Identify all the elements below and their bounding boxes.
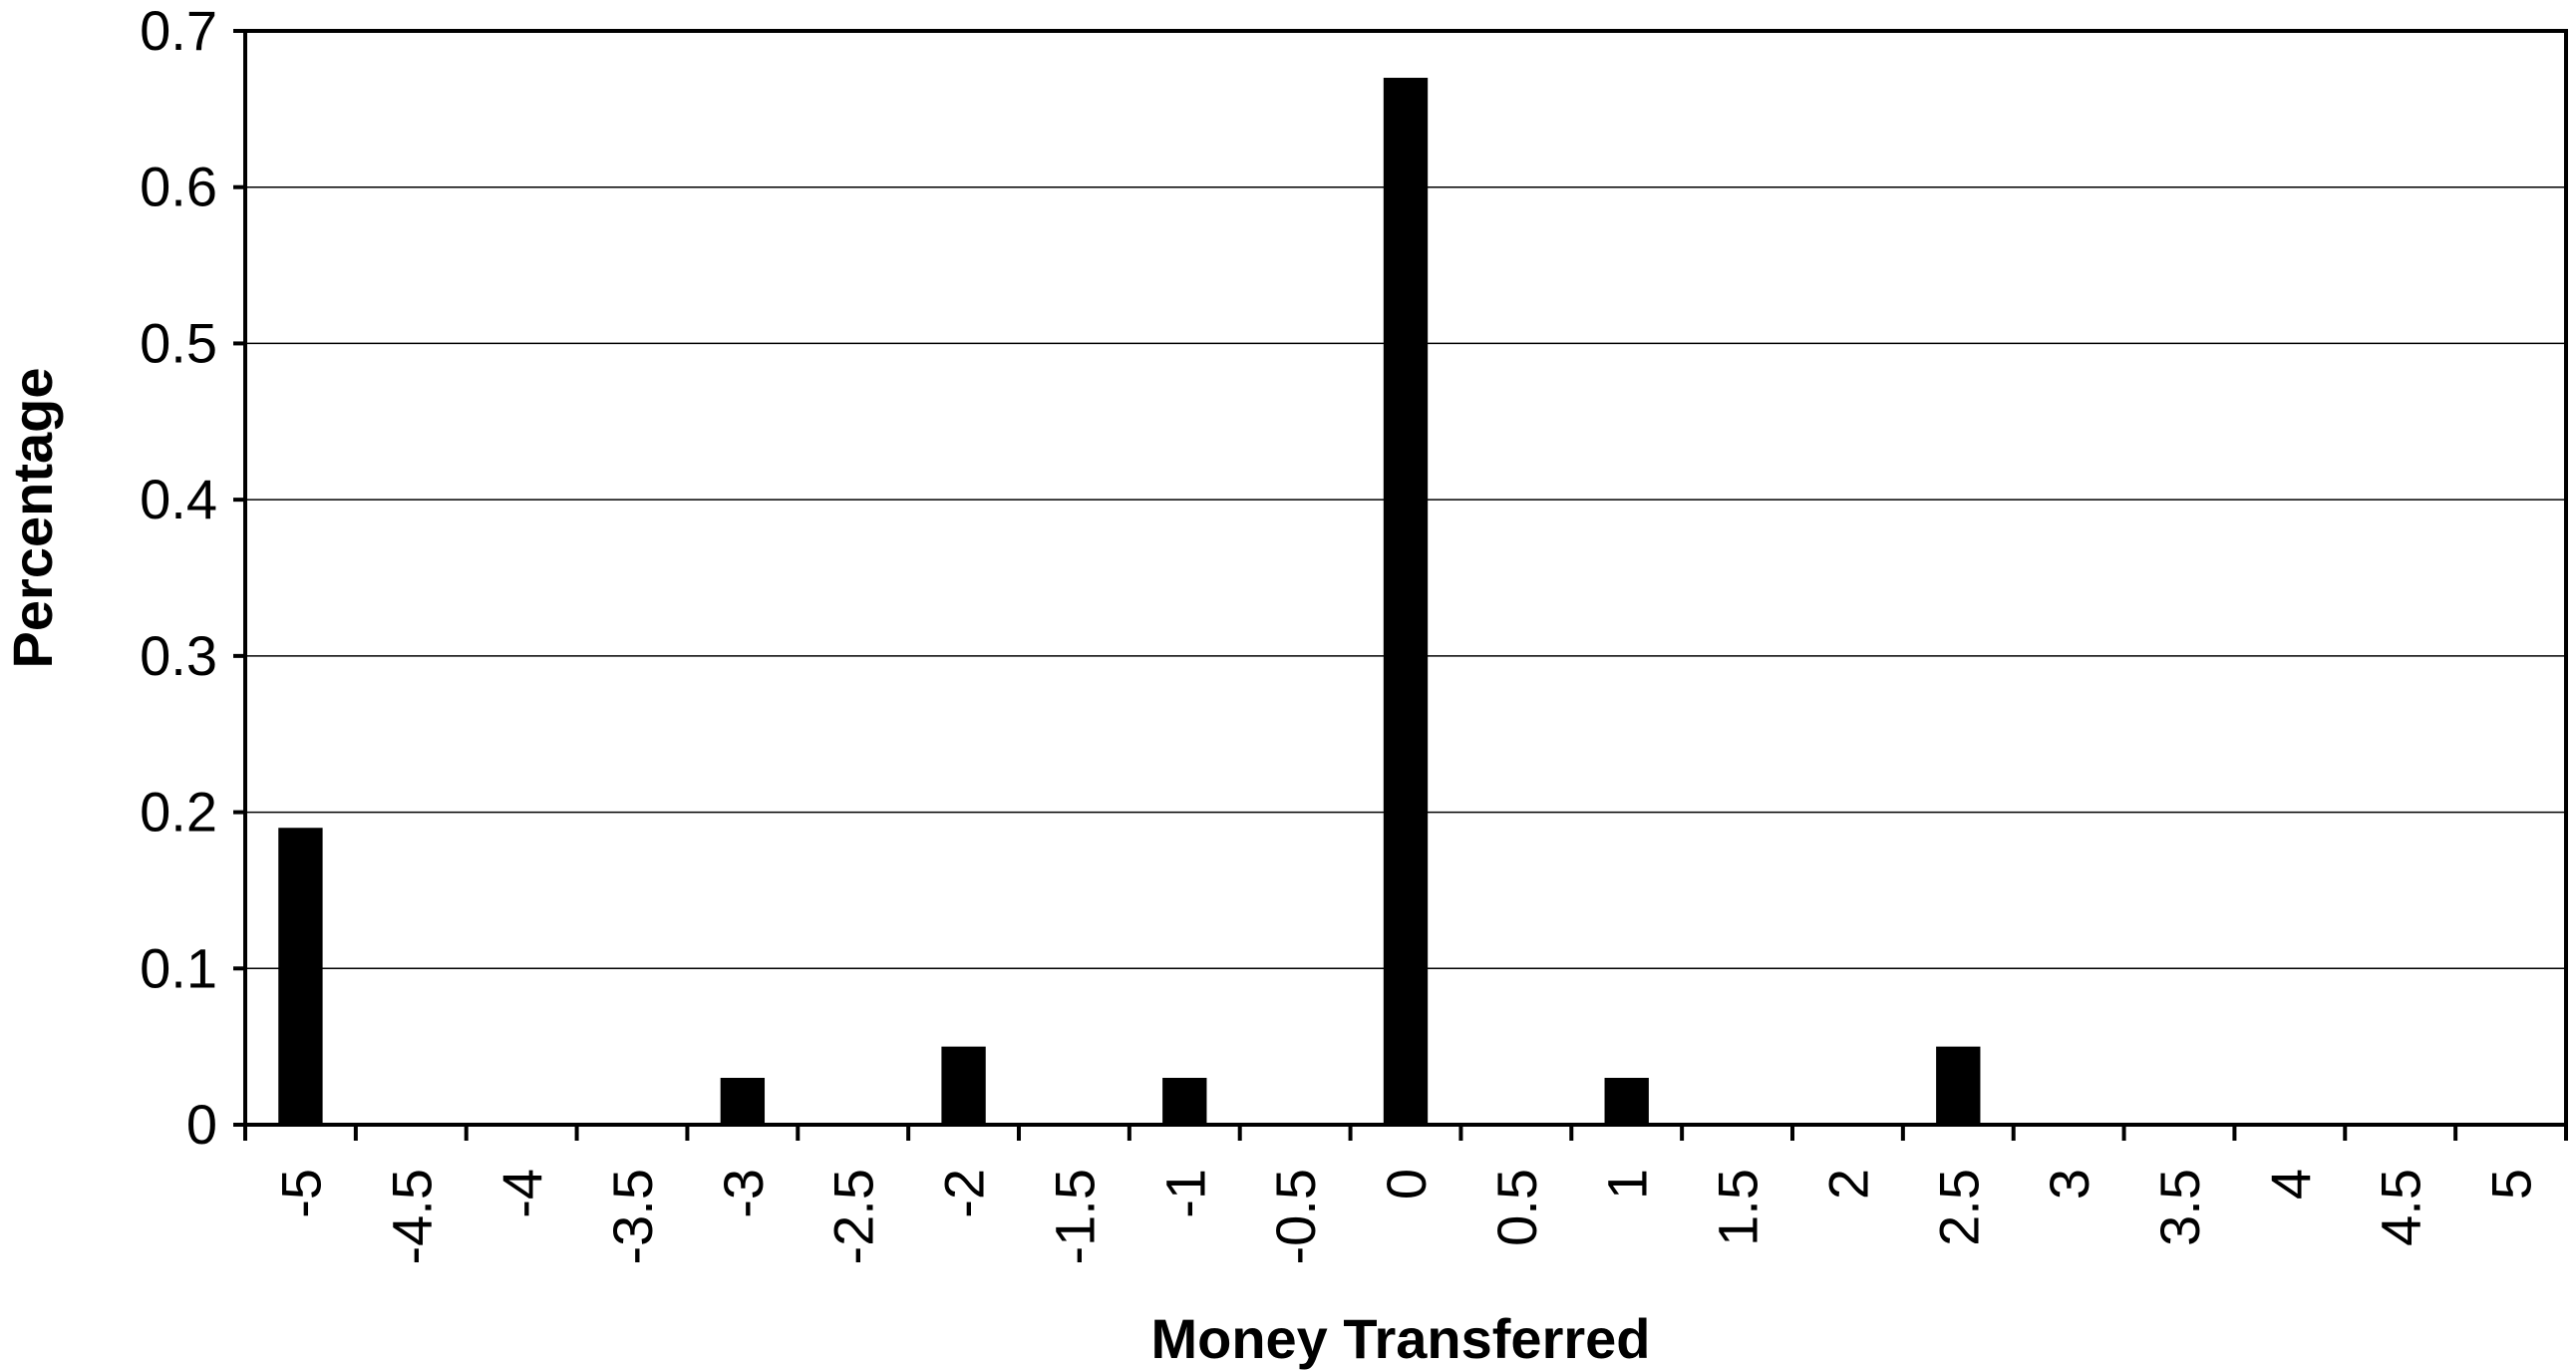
x-tick-label: 4.5 [2370,1169,2432,1246]
bar [1162,1077,1207,1125]
x-tick-label: -3 [712,1169,775,1218]
x-tick-label: 3.5 [2148,1169,2211,1246]
y-tick-label: 0.3 [140,624,217,687]
y-tick-label: 0.7 [140,0,217,62]
x-tick-label: -0.5 [1264,1169,1327,1265]
x-tick-label: 5 [2480,1169,2543,1199]
plot-area-frame [243,29,2568,1127]
y-axis-ticks: 0 0.1 0.2 0.3 0.4 0.5 0.6 0.7 [140,0,245,1156]
y-axis-title: Percentage [1,368,64,669]
x-tick-label: 1 [1596,1169,1659,1199]
y-tick-label: 0.2 [140,781,217,844]
x-tick-label: 4 [2259,1169,2322,1199]
x-tick-label: -5 [269,1169,332,1218]
x-tick-label: -2 [933,1169,996,1218]
x-tick-label: -3.5 [601,1169,664,1265]
y-tick-label: 0.6 [140,156,217,218]
bars [278,78,1981,1125]
bar [1604,1077,1649,1125]
x-axis-ticks: -5 -4.5 -4 -3.5 -3 -2.5 -2 -1.5 -1 -0.5 0 0.5 1 1.5 2 2… [243,1125,2568,1265]
x-tick-label: 0.5 [1485,1169,1548,1246]
x-axis-title: Money Transferred [1150,1307,1650,1370]
y-tick-label: 0.1 [140,936,217,999]
bar [1936,1046,1981,1125]
x-tick-label: 2 [1816,1169,1879,1199]
y-tick-label: 0 [186,1093,217,1156]
bar [720,1077,766,1125]
y-tick-label: 0.4 [140,468,217,530]
x-tick-label: 2.5 [1927,1169,1990,1246]
bar [278,828,323,1125]
x-tick-label: -4 [490,1169,553,1218]
x-tick-label: -1.5 [1043,1169,1106,1265]
x-tick-label: 1.5 [1707,1169,1770,1246]
x-tick-label: 3 [2038,1169,2100,1199]
bar [941,1046,986,1125]
bar [1383,78,1429,1125]
x-tick-label: -2.5 [822,1169,885,1265]
x-tick-label: -1 [1153,1169,1216,1218]
y-tick-label: 0.5 [140,311,217,374]
x-tick-label: 0 [1375,1169,1438,1199]
x-tick-label: -4.5 [380,1169,443,1265]
